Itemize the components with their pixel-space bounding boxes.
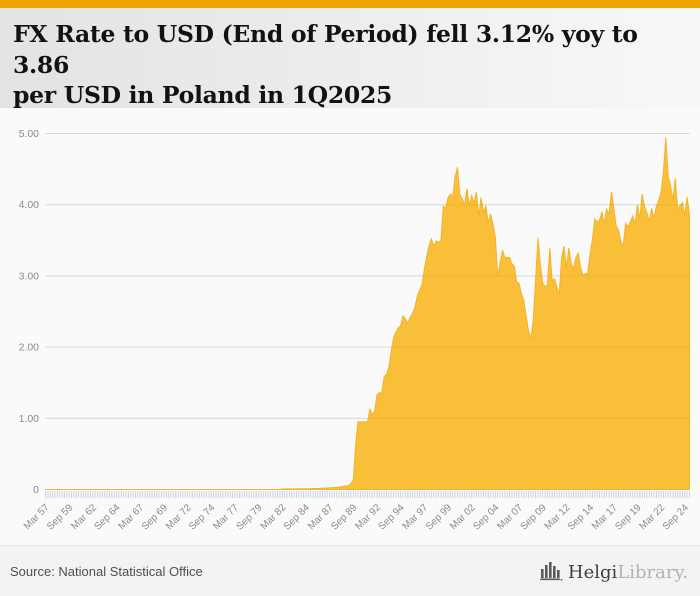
gridline-overlay xyxy=(45,133,690,419)
chart-area: Mar 57 Sep 59 Mar 62 Sep 64 Mar 67 Sep 69 Mar … xyxy=(0,108,700,545)
svg-text:4.00: 4.00 xyxy=(19,199,40,211)
svg-text:Sep 59: Sep 59 xyxy=(45,502,75,532)
x-axis-ticks xyxy=(45,491,690,498)
svg-text:Sep 94: Sep 94 xyxy=(377,502,407,532)
svg-text:Sep 24: Sep 24 xyxy=(661,502,691,532)
svg-text:3.00: 3.00 xyxy=(19,270,40,282)
area-series xyxy=(45,137,690,490)
header: FX Rate to USD (End of Period) fell 3.12… xyxy=(0,8,700,133)
svg-text:Sep 89: Sep 89 xyxy=(329,502,359,532)
svg-text:0: 0 xyxy=(33,484,39,496)
helgi-logo[interactable]: HelgiLibrary. xyxy=(539,560,688,582)
svg-text:Sep 69: Sep 69 xyxy=(140,502,170,532)
svg-text:1.00: 1.00 xyxy=(19,413,40,425)
page-title: FX Rate to USD (End of Period) fell 3.12… xyxy=(13,19,684,111)
svg-text:Sep 14: Sep 14 xyxy=(566,502,596,532)
svg-text:Sep 64: Sep 64 xyxy=(92,502,122,532)
brand-helgi: Helgi xyxy=(567,562,618,583)
y-axis-labels: 0 1.00 2.00 3.00 4.00 5.00 xyxy=(19,128,40,496)
page-title-line1: FX Rate to USD (End of Period) fell 3.12… xyxy=(13,20,638,79)
brand-library: Library. xyxy=(617,562,688,583)
svg-text:Sep 19: Sep 19 xyxy=(613,502,643,532)
svg-text:2.00: 2.00 xyxy=(19,342,40,354)
svg-text:5.00: 5.00 xyxy=(19,128,40,140)
svg-text:Sep 74: Sep 74 xyxy=(187,502,217,532)
page-title-line2: per USD in Poland in 1Q2025 xyxy=(13,81,393,110)
top-accent-bar xyxy=(0,0,700,8)
helgi-logo-icon xyxy=(539,562,563,581)
svg-text:Sep 84: Sep 84 xyxy=(282,502,312,532)
svg-text:Sep 09: Sep 09 xyxy=(519,502,549,532)
svg-text:Sep 79: Sep 79 xyxy=(235,502,265,532)
svg-text:Sep 99: Sep 99 xyxy=(424,502,454,532)
svg-text:Sep 04: Sep 04 xyxy=(471,502,501,532)
brand-wordmark: HelgiLibrary. xyxy=(568,564,688,582)
footer: Source: National Statistical Office Helg… xyxy=(0,545,700,596)
source-text: Source: National Statistical Office xyxy=(10,563,203,579)
